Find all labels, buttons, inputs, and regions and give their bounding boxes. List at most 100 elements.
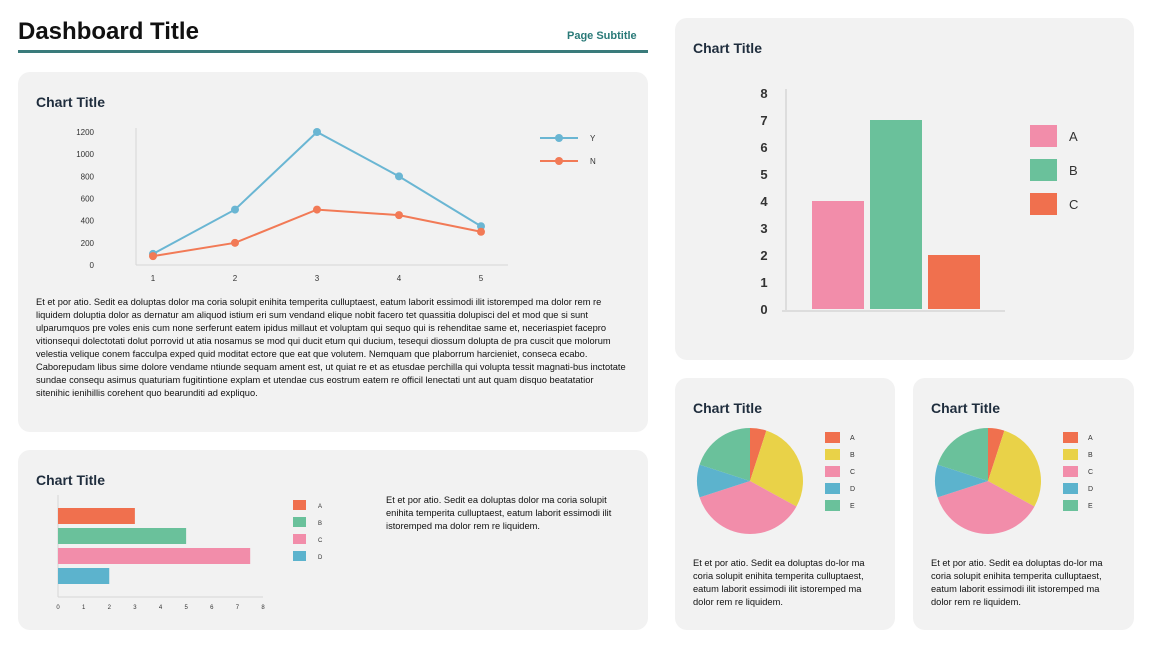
x-tick-label: 6 [210, 605, 214, 611]
y-tick-label: 0 [760, 302, 767, 317]
legend-marker [555, 157, 563, 165]
bar-a [58, 508, 135, 524]
pie-slice-d [697, 464, 750, 498]
y-tick-label: 1200 [76, 128, 94, 137]
y-tick-label: 0 [90, 261, 95, 270]
legend-label: E [850, 503, 855, 510]
legend-swatch [1030, 125, 1057, 147]
pie-slice-e [699, 428, 750, 481]
legend-label: D [850, 486, 855, 493]
y-tick-label: 400 [81, 217, 95, 226]
legend-swatch [1063, 500, 1078, 511]
legend-label: N [590, 157, 596, 166]
legend-swatch [825, 449, 840, 460]
x-tick-label: 3 [133, 605, 137, 611]
y-tick-label: 5 [760, 167, 767, 182]
legend-marker [555, 134, 563, 142]
data-point [231, 238, 239, 247]
legend-label: C [1088, 469, 1093, 476]
y-tick-label: 200 [81, 239, 95, 248]
bar-c [58, 548, 251, 564]
legend-swatch [825, 432, 840, 443]
x-tick-label: 8 [261, 605, 265, 611]
y-tick-label: 6 [760, 140, 767, 155]
data-point [231, 205, 239, 214]
legend-swatch [825, 500, 840, 511]
hbar-chart-card: Chart Title 0 1 2 3 4 5 6 7 8 A B C D Et et por atio… [18, 450, 648, 630]
legend-swatch [1030, 159, 1057, 181]
x-tick-label: 0 [56, 605, 60, 611]
y-tick-label: 2 [760, 248, 767, 263]
y-tick-label: 7 [760, 113, 767, 128]
x-tick-label: 4 [397, 274, 402, 283]
x-tick-label: 7 [236, 605, 240, 611]
data-point [395, 211, 403, 220]
line-chart-paragraph: Et et por atio. Sedit ea doluptas dolor … [36, 296, 628, 400]
pie-slice-c [937, 481, 1035, 534]
y-tick-label: 600 [81, 195, 95, 204]
hbar-chart: 0 1 2 3 4 5 6 7 8 A B C D [56, 495, 323, 611]
pie-chart-text-2: Et et por atio. Sedit ea doluptas do-lor… [931, 558, 1103, 607]
pie-chart-card-2: Chart Title A B C D E Et et por atio. Sedit … [913, 378, 1134, 630]
title-divider [18, 50, 648, 53]
x-tick-label: 2 [108, 605, 112, 611]
legend-label: B [1069, 163, 1078, 178]
legend-label: A [850, 435, 855, 442]
legend-swatch [1030, 193, 1057, 215]
legend-swatch [1063, 483, 1078, 494]
legend-label: B [1088, 452, 1093, 459]
hbar-chart-text: Et et por atio. Sedit ea doluptas dolor … [386, 495, 612, 531]
legend-swatch [1063, 449, 1078, 460]
pie-slice-a [988, 428, 1005, 481]
legend-label: C [850, 469, 855, 476]
legend-label: C [318, 538, 323, 544]
data-point [395, 172, 403, 181]
legend-swatch [1063, 466, 1078, 477]
bar-b [58, 528, 187, 544]
legend-label: D [318, 555, 323, 561]
pie-chart-card-1: Chart Title A B C D E Et et por atio. Sedit … [675, 378, 895, 630]
legend-label: B [850, 452, 855, 459]
legend-swatch [1063, 432, 1078, 443]
legend-label: B [318, 521, 322, 527]
x-tick-label: 3 [315, 274, 320, 283]
series-line-n [152, 208, 482, 258]
legend-swatch [825, 483, 840, 494]
vbar-chart: 0 1 2 3 4 5 6 7 8 A B C [760, 86, 1078, 317]
line-chart-paragraph-2: Caborepudam libus sime dolore vendame nt… [36, 362, 626, 398]
y-tick-label: 8 [760, 86, 767, 101]
vbar-chart-title: Chart Title [693, 40, 762, 56]
x-tick-label: 1 [151, 274, 156, 283]
legend-swatch [825, 466, 840, 477]
pie-slice-c [699, 481, 797, 534]
legend-label: D [1088, 486, 1093, 493]
x-tick-label: 5 [479, 274, 484, 283]
data-point [477, 227, 485, 236]
x-tick-label: 2 [233, 274, 238, 283]
line-chart-title: Chart Title [36, 94, 105, 110]
x-tick-label: 5 [184, 605, 188, 611]
bar-a [812, 201, 864, 309]
pie-chart-title-1: Chart Title [693, 400, 762, 416]
data-point [313, 205, 321, 214]
vbar-chart-card: Chart Title 0 1 2 3 4 5 6 7 8 A B C [675, 18, 1134, 360]
hbar-chart-title: Chart Title [36, 472, 105, 488]
pie-slice-b [750, 430, 803, 507]
data-point [149, 252, 157, 261]
pie-slice-e [937, 428, 988, 481]
page-subtitle: Page Subtitle [567, 30, 637, 42]
pie-chart-2: A B C D E [935, 428, 1093, 534]
pie-chart-1: A B C D E [697, 428, 855, 534]
legend-label: Y [590, 134, 596, 143]
data-point [313, 128, 321, 136]
legend-swatch [293, 500, 306, 510]
legend-swatch [293, 534, 306, 544]
legend-swatch [293, 551, 306, 561]
y-tick-label: 1000 [76, 150, 94, 159]
pie-chart-text-1: Et et por atio. Sedit ea doluptas do-lor… [693, 558, 865, 607]
bar-c [928, 255, 980, 309]
legend-label: A [1069, 129, 1078, 144]
pie-chart-title-2: Chart Title [931, 400, 1000, 416]
legend-label: A [1088, 435, 1093, 442]
legend-label: C [1069, 197, 1078, 212]
